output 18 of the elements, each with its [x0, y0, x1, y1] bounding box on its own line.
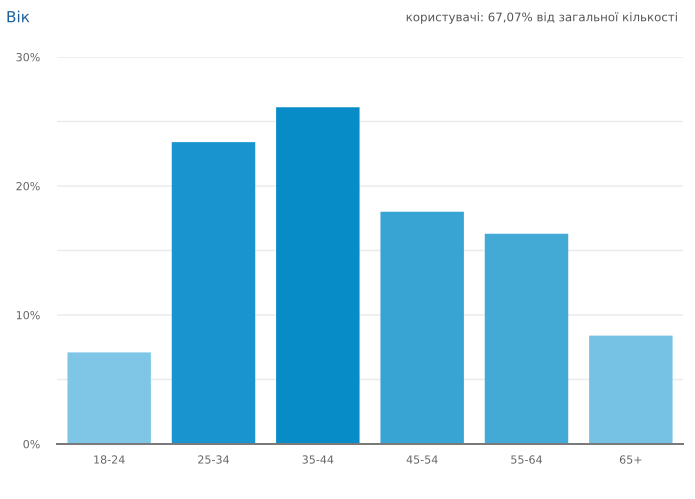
y-tick-label: 0% — [23, 440, 40, 448]
y-tick-label: 10% — [16, 310, 40, 320]
x-tick-label: 25-34 — [198, 455, 230, 464]
bar — [484, 234, 568, 444]
bar — [276, 107, 360, 444]
chart-subtitle: користувачі: 67,07% від загальної кількості — [406, 12, 677, 24]
y-tick-label: 30% — [16, 52, 40, 62]
bar — [67, 352, 151, 444]
x-tick-label: 65+ — [620, 455, 642, 464]
x-tick-label: 18-24 — [94, 455, 125, 464]
bar — [380, 212, 464, 444]
bar — [589, 336, 673, 444]
bar — [172, 142, 256, 444]
x-tick-label: 55-64 — [511, 455, 542, 464]
x-tick-label: 45-54 — [406, 455, 438, 464]
y-tick-label: 20% — [16, 182, 40, 190]
x-tick-label: 35-44 — [302, 455, 334, 464]
chart-title: Вік — [8, 10, 30, 22]
